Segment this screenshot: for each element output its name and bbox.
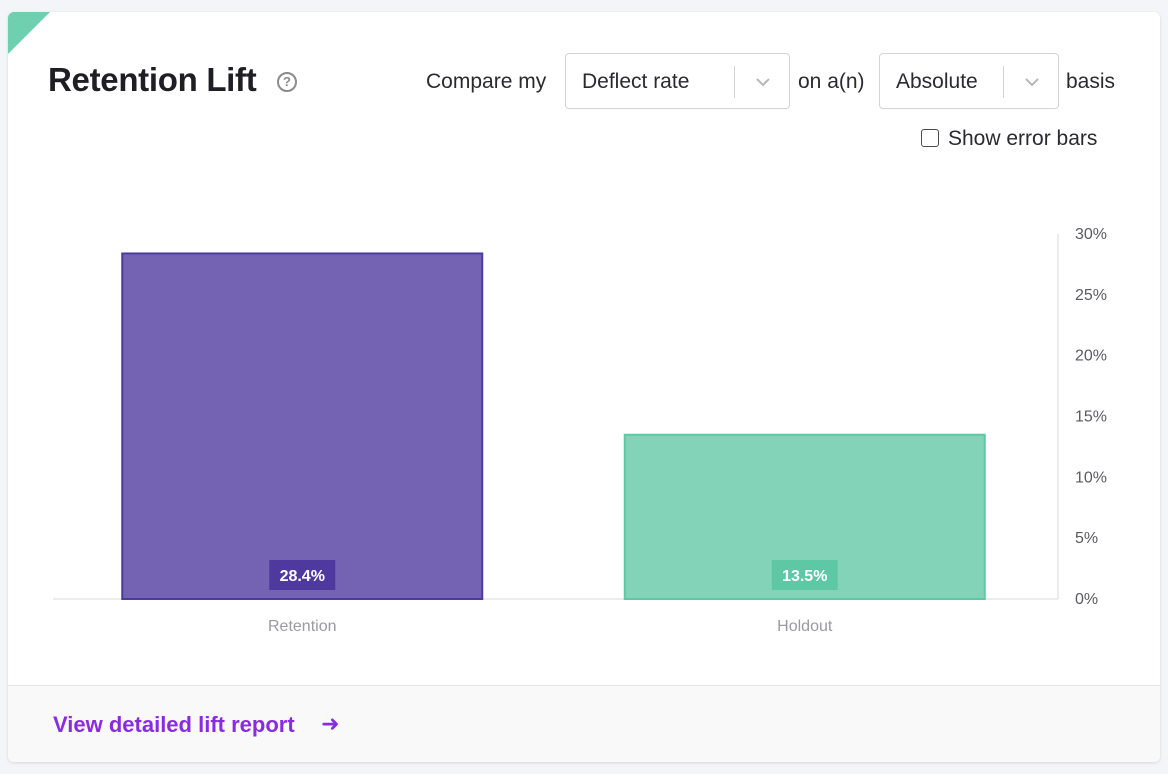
question-circle-icon[interactable]: ? [277, 72, 297, 92]
basis-suffix-text: basis [1066, 70, 1116, 93]
data-label-badge [771, 560, 838, 590]
y-tick-label: 25% [1075, 287, 1107, 304]
basis-select-value: Absolute [896, 70, 978, 93]
data-label: 28.4% [280, 568, 325, 585]
data-label: 13.5% [782, 568, 827, 585]
card-footer: View detailed lift report ➜ [8, 685, 1160, 762]
chevron-down-icon [756, 78, 770, 87]
page-title: Retention Lift [48, 61, 257, 98]
arrow-right-icon[interactable]: ➜ [321, 712, 340, 737]
bar-retention[interactable] [121, 252, 484, 600]
corner-accent [8, 12, 50, 54]
y-tick-label: 20% [1075, 348, 1107, 365]
retention-lift-chart: 0% 5% 10% 15% 20% 25% 30% 28.4% Retention 13.5% Ho… [53, 226, 1107, 635]
retention-lift-card: Retention Lift ? Compare my Deflect rate… [8, 12, 1160, 762]
metric-select-value: Deflect rate [582, 70, 690, 93]
y-tick-label: 30% [1075, 226, 1107, 243]
x-tick-label: Holdout [777, 618, 833, 635]
view-lift-report-link[interactable]: View detailed lift report [53, 712, 295, 737]
metric-select[interactable]: Deflect rate [565, 53, 790, 109]
select-divider [1003, 66, 1004, 98]
x-tick-label: Retention [268, 618, 337, 635]
compare-prefix-text: Compare my [426, 70, 547, 93]
select-divider [734, 66, 735, 98]
error-bars-label: Show error bars [948, 127, 1098, 150]
chevron-down-icon [1025, 78, 1039, 87]
y-tick-label: 5% [1075, 530, 1098, 547]
data-label-badge [269, 560, 336, 590]
y-tick-label: 15% [1075, 409, 1107, 426]
middle-text: on a(n) [798, 70, 865, 93]
error-bars-checkbox[interactable] [921, 129, 939, 147]
y-tick-label: 10% [1075, 469, 1107, 486]
y-tick-label: 0% [1075, 591, 1098, 608]
basis-select[interactable]: Absolute [879, 53, 1059, 109]
